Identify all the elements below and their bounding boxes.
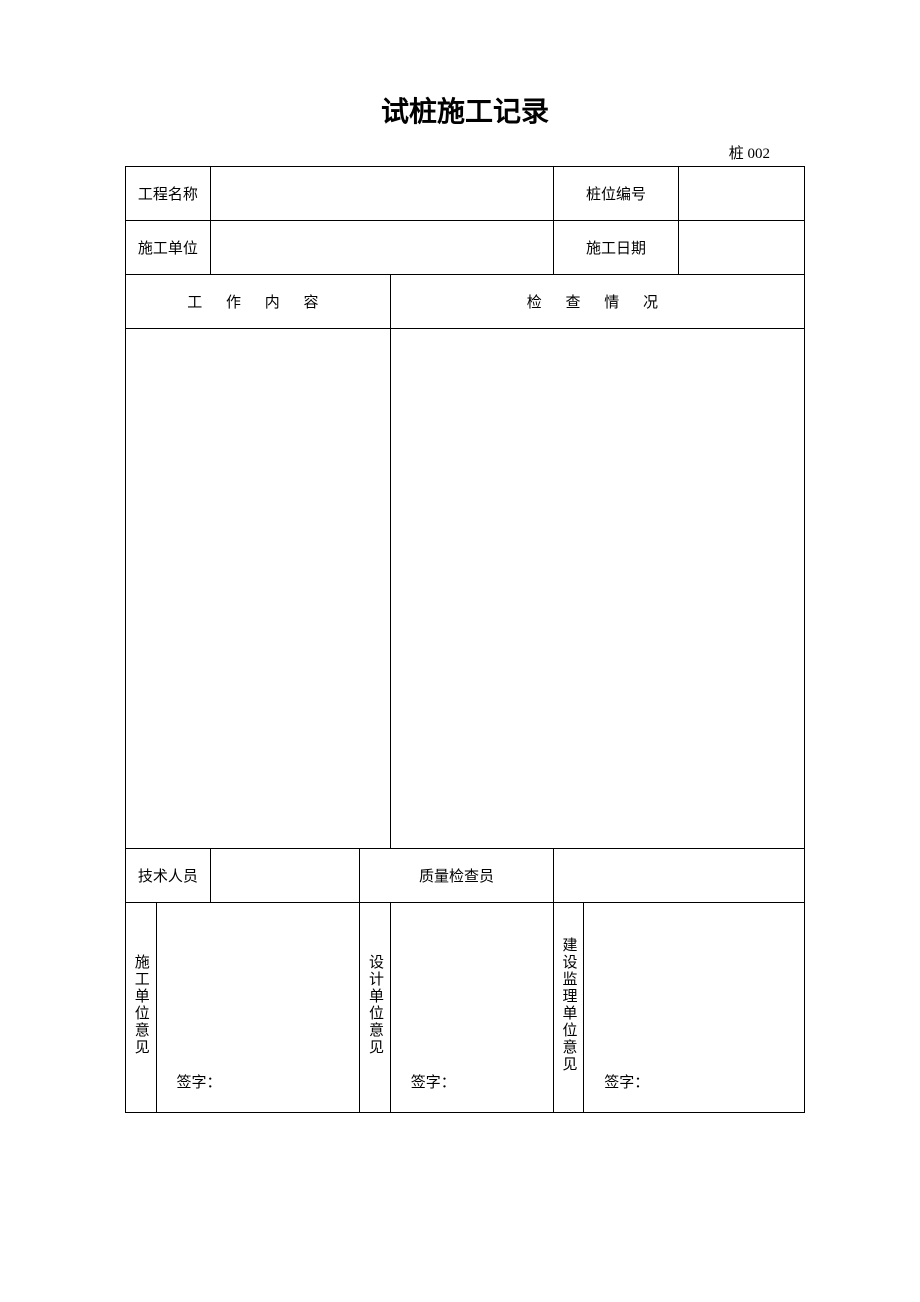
- tech-value[interactable]: [210, 849, 359, 903]
- row-section-headers: 工 作 内 容 检 查 情 况: [126, 275, 805, 329]
- date-label: 施工日期: [553, 221, 679, 275]
- row-staff: 技术人员 质量检查员: [126, 849, 805, 903]
- qc-label: 质量检查员: [360, 849, 554, 903]
- construction-opinion-label: 施工单位意见: [126, 903, 157, 1113]
- tech-label: 技术人员: [126, 849, 211, 903]
- pile-no-value[interactable]: [679, 167, 805, 221]
- supervision-opinion-label: 建设监理单位意见: [553, 903, 584, 1113]
- contractor-label: 施工单位: [126, 221, 211, 275]
- row-opinions: 施工单位意见 签字： 设计单位意见 签字： 建设监理单位意见 签字：: [126, 903, 805, 1113]
- work-content-value[interactable]: [126, 329, 391, 849]
- supervision-opinion-label-text: 建设监理单位意见: [560, 937, 578, 1073]
- row-contractor: 施工单位 施工日期: [126, 221, 805, 275]
- construction-opinion-label-text: 施工单位意见: [132, 954, 150, 1056]
- page-container: 试桩施工记录 桩 002 工程名称 桩位编号 施工单位 施工日期: [0, 0, 920, 1113]
- project-name-label: 工程名称: [126, 167, 211, 221]
- inspection-value[interactable]: [390, 329, 804, 849]
- contractor-value[interactable]: [210, 221, 553, 275]
- design-opinion-label-text: 设计单位意见: [366, 954, 384, 1056]
- design-opinion-label: 设计单位意见: [360, 903, 391, 1113]
- construction-sign-label: 签字：: [177, 1071, 222, 1092]
- page-title: 试桩施工记录: [125, 90, 805, 130]
- construction-opinion-value[interactable]: 签字：: [156, 903, 360, 1113]
- work-content-label: 工 作 内 容: [126, 275, 391, 329]
- pile-no-label: 桩位编号: [553, 167, 679, 221]
- supervision-sign-label: 签字：: [604, 1071, 649, 1092]
- design-opinion-value[interactable]: 签字：: [390, 903, 553, 1113]
- form-code: 桩 002: [125, 142, 805, 163]
- inspection-label: 检 查 情 况: [390, 275, 804, 329]
- row-project: 工程名称 桩位编号: [126, 167, 805, 221]
- qc-value[interactable]: [553, 849, 804, 903]
- design-sign-label: 签字：: [411, 1071, 456, 1092]
- row-body: [126, 329, 805, 849]
- supervision-opinion-value[interactable]: 签字：: [584, 903, 805, 1113]
- form-table: 工程名称 桩位编号 施工单位 施工日期 工 作 内 容 检 查 情 况 技术人员…: [125, 166, 805, 1113]
- date-value[interactable]: [679, 221, 805, 275]
- project-name-value[interactable]: [210, 167, 553, 221]
